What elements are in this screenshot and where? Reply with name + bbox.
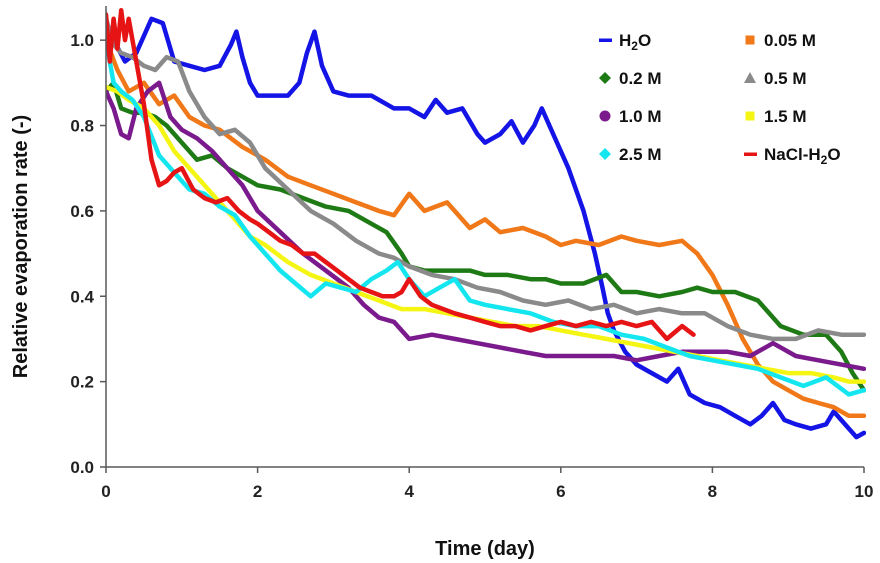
legend-entry-2: 0.2 M — [599, 69, 662, 88]
x-tick-label: 4 — [404, 482, 414, 501]
x-tick-label: 6 — [556, 482, 565, 501]
legend-marker-0 — [599, 38, 612, 42]
x-axis-title: Time (day) — [435, 538, 535, 560]
series-line-7 — [106, 8, 696, 342]
legend-label-5: 1.5 M — [764, 107, 807, 126]
series-line-2 — [106, 80, 866, 393]
legend-entry-4: 1.0 M — [599, 107, 662, 126]
x-tick-label: 10 — [855, 482, 874, 501]
legend-marker-4 — [599, 110, 611, 122]
series-layer — [106, 8, 866, 440]
series-line-3 — [106, 16, 866, 342]
legend-label-4: 1.0 M — [619, 107, 662, 126]
axes-layer: 0.0 0.2 0.4 0.6 0.8 1.0 0 2 4 6 8 10 — [70, 6, 873, 501]
y-tick-label: 0.6 — [70, 202, 94, 221]
x-tick-label: 0 — [101, 482, 110, 501]
x-tick-label: 8 — [708, 482, 717, 501]
legend-label-0: H2O — [619, 31, 651, 53]
y-tick-label: 1.0 — [70, 31, 94, 50]
series-line-4 — [106, 80, 866, 372]
y-axis-title: Relative evaporation rate (-) — [10, 115, 32, 378]
x-tick-label: 2 — [253, 482, 262, 501]
legend-entry-1: 0.05 M — [745, 31, 816, 50]
legend-marker-3 — [744, 72, 756, 83]
y-tick-label: 0.2 — [70, 373, 94, 392]
legend-label-2: 0.2 M — [619, 69, 662, 88]
legend-entry-3: 0.5 M — [744, 69, 807, 88]
legend-entry-6: 2.5 M — [599, 145, 662, 164]
legend-label-1: 0.05 M — [764, 31, 816, 50]
y-tick-label: 0.8 — [70, 117, 94, 136]
y-tick-label: 0.0 — [70, 458, 94, 477]
legend-marker-2 — [599, 72, 611, 84]
legend-entry-0: H2O — [599, 31, 651, 53]
legend-label-7: NaCl-H2O — [764, 145, 841, 167]
legend-marker-6 — [599, 148, 611, 160]
legend-entry-7: NaCl-H2O — [744, 145, 841, 167]
y-tick-label: 0.4 — [70, 287, 94, 306]
legend-marker-1 — [745, 35, 755, 45]
series-line-1 — [106, 37, 866, 419]
legend: H2O 0.05 M 0.2 M 0.5 M 1.0 M 1.5 M 2.5 M NaCl-H… — [599, 31, 841, 167]
legend-label-3: 0.5 M — [764, 69, 807, 88]
legend-marker-7 — [744, 152, 757, 156]
legend-marker-5 — [745, 111, 755, 121]
series-line-0 — [106, 16, 866, 440]
legend-label-6: 2.5 M — [619, 145, 662, 164]
legend-entry-5: 1.5 M — [745, 107, 807, 126]
